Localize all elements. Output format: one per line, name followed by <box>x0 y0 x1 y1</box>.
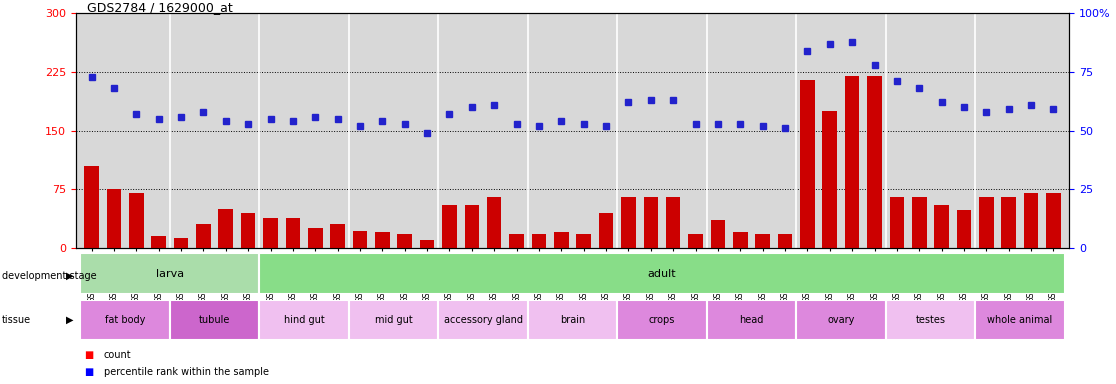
Bar <box>397 234 412 248</box>
Text: ovary: ovary <box>827 314 855 325</box>
Bar <box>375 232 389 248</box>
Bar <box>259 300 349 340</box>
Text: fat body: fat body <box>105 314 145 325</box>
Bar <box>733 232 748 248</box>
Text: head: head <box>739 314 763 325</box>
Bar <box>353 230 367 248</box>
Text: mid gut: mid gut <box>375 314 413 325</box>
Bar <box>617 300 706 340</box>
Text: percentile rank within the sample: percentile rank within the sample <box>104 367 269 377</box>
Bar <box>778 233 792 248</box>
Bar <box>706 300 796 340</box>
Bar <box>975 300 1065 340</box>
Text: testes: testes <box>915 314 945 325</box>
Bar <box>219 209 233 248</box>
Bar <box>711 220 725 248</box>
Bar <box>756 233 770 248</box>
Text: crops: crops <box>648 314 675 325</box>
Bar <box>85 166 99 248</box>
Bar <box>796 300 886 340</box>
Bar <box>956 210 971 248</box>
Bar <box>979 197 993 248</box>
Bar <box>622 197 636 248</box>
Bar <box>886 300 975 340</box>
Bar <box>439 300 528 340</box>
Bar <box>1046 193 1060 248</box>
Bar <box>487 197 501 248</box>
Bar <box>1001 197 1016 248</box>
Bar <box>666 197 681 248</box>
Text: whole animal: whole animal <box>988 314 1052 325</box>
Bar <box>1023 193 1038 248</box>
Bar <box>129 193 144 248</box>
Text: ▶: ▶ <box>66 315 74 325</box>
Bar <box>577 233 591 248</box>
Bar <box>80 300 170 340</box>
Bar <box>531 233 546 248</box>
Bar <box>170 300 259 340</box>
Text: hind gut: hind gut <box>283 314 325 325</box>
Bar <box>80 253 259 294</box>
Text: adult: adult <box>647 268 676 279</box>
Bar <box>912 197 926 248</box>
Bar <box>867 76 882 248</box>
Text: accessory gland: accessory gland <box>443 314 522 325</box>
Bar <box>308 228 323 248</box>
Text: ■: ■ <box>84 350 93 360</box>
Bar <box>107 189 122 248</box>
Bar <box>822 111 837 248</box>
Text: ■: ■ <box>84 367 93 377</box>
Bar <box>152 236 166 248</box>
Text: larva: larva <box>156 268 184 279</box>
Text: development stage: development stage <box>2 271 97 281</box>
Bar <box>174 238 189 248</box>
Bar <box>420 240 434 248</box>
Bar <box>442 205 456 248</box>
Bar <box>689 233 703 248</box>
Bar <box>644 197 658 248</box>
Bar <box>330 224 345 248</box>
Text: GDS2784 / 1629000_at: GDS2784 / 1629000_at <box>87 1 233 14</box>
Bar <box>889 197 904 248</box>
Bar <box>845 76 859 248</box>
Bar <box>509 233 523 248</box>
Text: ▶: ▶ <box>66 271 74 281</box>
Bar <box>800 80 815 248</box>
Bar <box>263 218 278 248</box>
Text: brain: brain <box>560 314 585 325</box>
Bar <box>464 205 479 248</box>
Bar <box>349 300 439 340</box>
Text: count: count <box>104 350 132 360</box>
Bar <box>241 213 256 248</box>
Bar <box>259 253 1065 294</box>
Bar <box>196 224 211 248</box>
Bar <box>554 232 568 248</box>
Bar <box>934 205 949 248</box>
Text: tubule: tubule <box>199 314 230 325</box>
Bar <box>286 218 300 248</box>
Bar <box>599 213 614 248</box>
Bar <box>528 300 617 340</box>
Text: tissue: tissue <box>2 315 31 325</box>
